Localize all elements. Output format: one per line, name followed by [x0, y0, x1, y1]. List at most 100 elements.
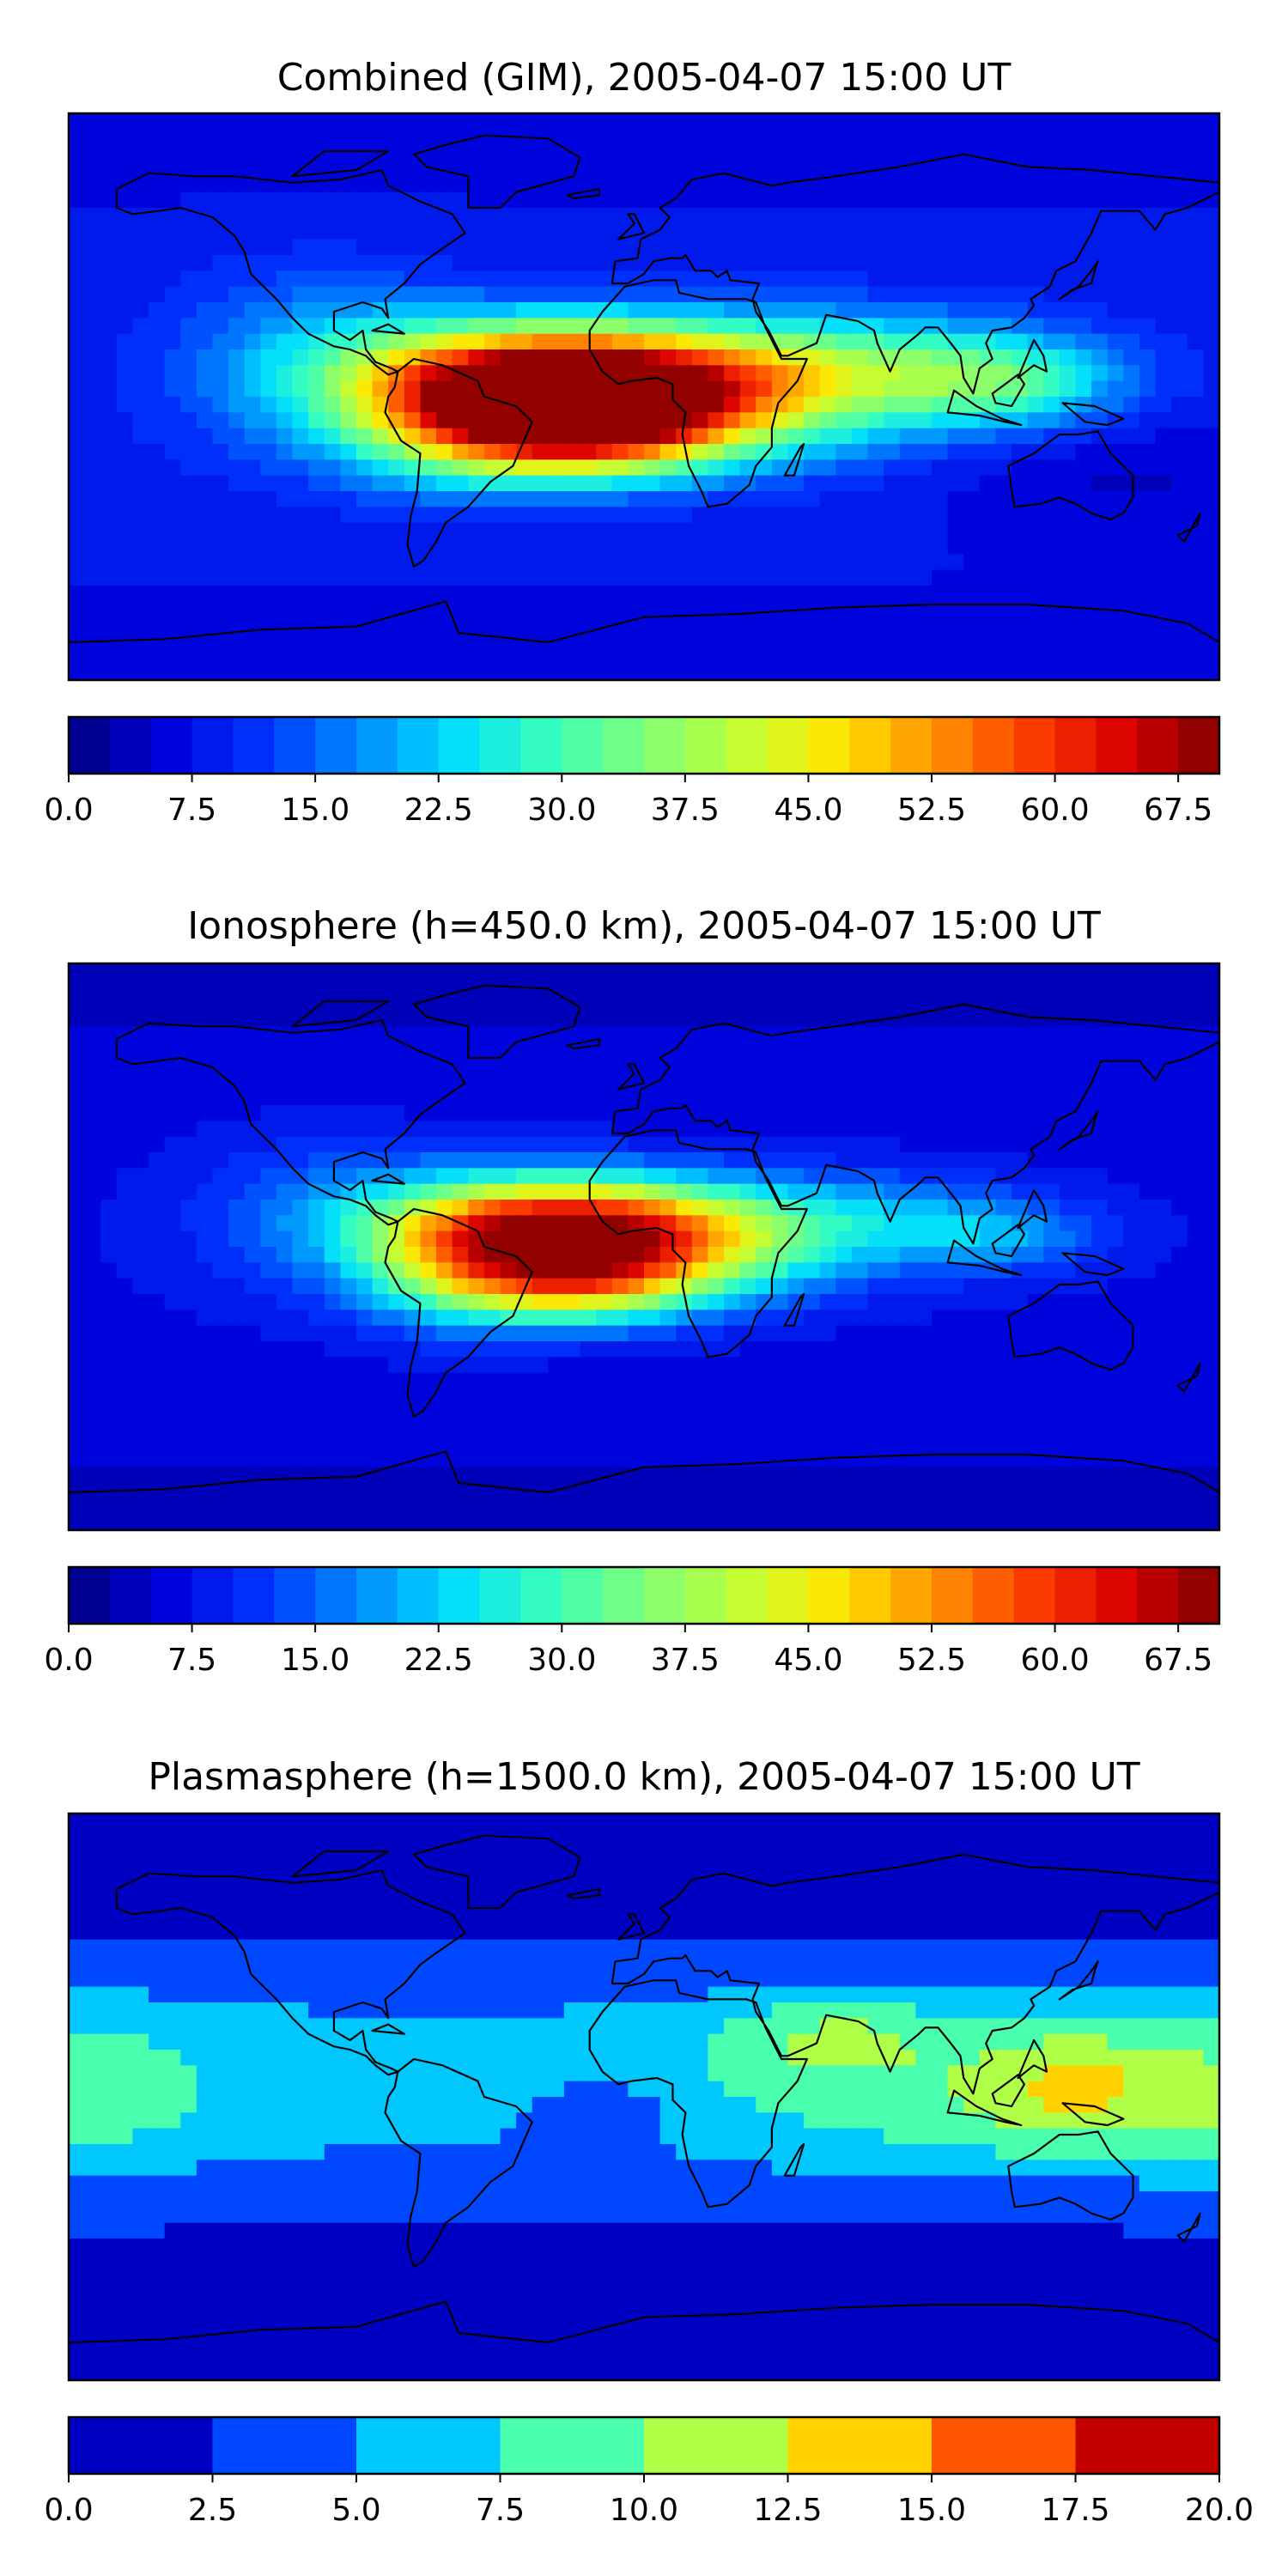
contour-cell: [899, 569, 916, 586]
colorbar-segment: [562, 717, 604, 774]
contour-cell: [260, 1152, 277, 1169]
contour-cell: [516, 191, 533, 209]
contour-cell: [180, 963, 197, 980]
contour-cell: [739, 522, 756, 539]
contour-cell: [452, 1042, 469, 1059]
contour-cell: [739, 129, 756, 146]
contour-cell: [580, 428, 597, 445]
contour-cell: [851, 1200, 869, 1216]
contour-cell: [1059, 569, 1077, 586]
contour-cell: [388, 1089, 405, 1106]
contour-cell: [420, 412, 437, 429]
contour-cell: [260, 1183, 277, 1200]
contour-cell: [676, 664, 693, 680]
contour-cell: [804, 113, 821, 130]
contour-cell: [468, 1372, 485, 1389]
contour-cell: [739, 1073, 756, 1091]
contour-cell: [1203, 1309, 1219, 1327]
contour-cell: [116, 554, 134, 571]
contour-cell: [516, 1467, 533, 1484]
contour-cell: [388, 113, 405, 130]
contour-cell: [468, 569, 485, 586]
contour-cell: [308, 1325, 325, 1342]
contour-cell: [548, 239, 565, 256]
contour-cell: [596, 586, 613, 602]
contour-cell: [1171, 1325, 1188, 1342]
contour-cell: [404, 428, 422, 445]
contour-cell: [164, 1294, 181, 1310]
contour-cell: [979, 475, 997, 492]
contour-cell: [771, 113, 789, 130]
contour-cell: [132, 1404, 149, 1421]
contour-cell: [1139, 963, 1157, 980]
contour-cell: [819, 459, 836, 477]
contour-cell: [963, 459, 981, 477]
contour-cell: [1059, 1152, 1077, 1169]
contour-cell: [292, 1089, 309, 1106]
contour-cell: [787, 302, 805, 319]
contour-cell: [228, 1388, 246, 1405]
contour-cell: [100, 302, 118, 319]
contour-cell: [356, 648, 374, 665]
contour-cell: [1139, 979, 1157, 996]
contour-cell: [628, 365, 645, 382]
contour-cell: [691, 617, 709, 634]
contour-cell: [420, 1152, 437, 1169]
contour-cell: [835, 475, 853, 492]
contour-cell: [1171, 507, 1188, 524]
contour-cell: [260, 1089, 277, 1106]
contour-cell: [691, 113, 709, 130]
contour-cell: [739, 161, 756, 177]
contour-cell: [500, 491, 517, 507]
contour-cell: [132, 1357, 149, 1374]
contour-cell: [1091, 161, 1109, 177]
contour-cell: [691, 1357, 709, 1374]
contour-cell: [132, 349, 149, 366]
contour-cell: [899, 633, 916, 649]
contour-cell: [979, 1183, 997, 1200]
contour-cell: [659, 538, 677, 555]
contour-cell: [132, 270, 149, 288]
contour-cell: [84, 491, 101, 507]
contour-cell: [611, 1388, 629, 1405]
contour-cell: [724, 1200, 741, 1216]
contour-cell: [1012, 1230, 1029, 1248]
contour-cell: [915, 255, 933, 271]
contour-cell: [867, 1105, 884, 1121]
contour-cell: [149, 1183, 166, 1200]
contour-cell: [340, 491, 357, 507]
contour-cell: [1171, 1026, 1188, 1043]
contour-cell: [1123, 318, 1140, 335]
contour-cell: [420, 428, 437, 445]
contour-cell: [340, 1247, 357, 1263]
contour-cell: [979, 1341, 997, 1358]
contour-cell: [69, 554, 86, 571]
contour-cell: [851, 1278, 869, 1295]
contour-cell: [819, 176, 836, 193]
contour-cell: [292, 601, 309, 618]
contour-cell: [1075, 1309, 1092, 1327]
contour-cell: [724, 255, 741, 271]
contour-cell: [1012, 1341, 1029, 1358]
contour-cell: [932, 397, 949, 413]
contour-cell: [356, 1419, 374, 1437]
contour-cell: [228, 223, 246, 240]
contour-cell: [739, 239, 756, 256]
contour-cell: [611, 1262, 629, 1279]
contour-cell: [308, 601, 325, 618]
contour-cell: [516, 569, 533, 586]
contour-cell: [149, 633, 166, 649]
contour-cell: [644, 1419, 661, 1437]
contour-cell: [276, 617, 294, 634]
contour-cell: [340, 1357, 357, 1374]
contour-cell: [452, 1388, 469, 1405]
contour-cell: [260, 601, 277, 618]
contour-cell: [1187, 239, 1204, 256]
contour-cell: [69, 491, 86, 507]
contour-cell: [404, 270, 422, 288]
contour-cell: [1187, 412, 1204, 429]
contour-cell: [804, 397, 821, 413]
contour-cell: [276, 1011, 294, 1027]
contour-cell: [1155, 397, 1172, 413]
contour-cell: [228, 365, 246, 382]
